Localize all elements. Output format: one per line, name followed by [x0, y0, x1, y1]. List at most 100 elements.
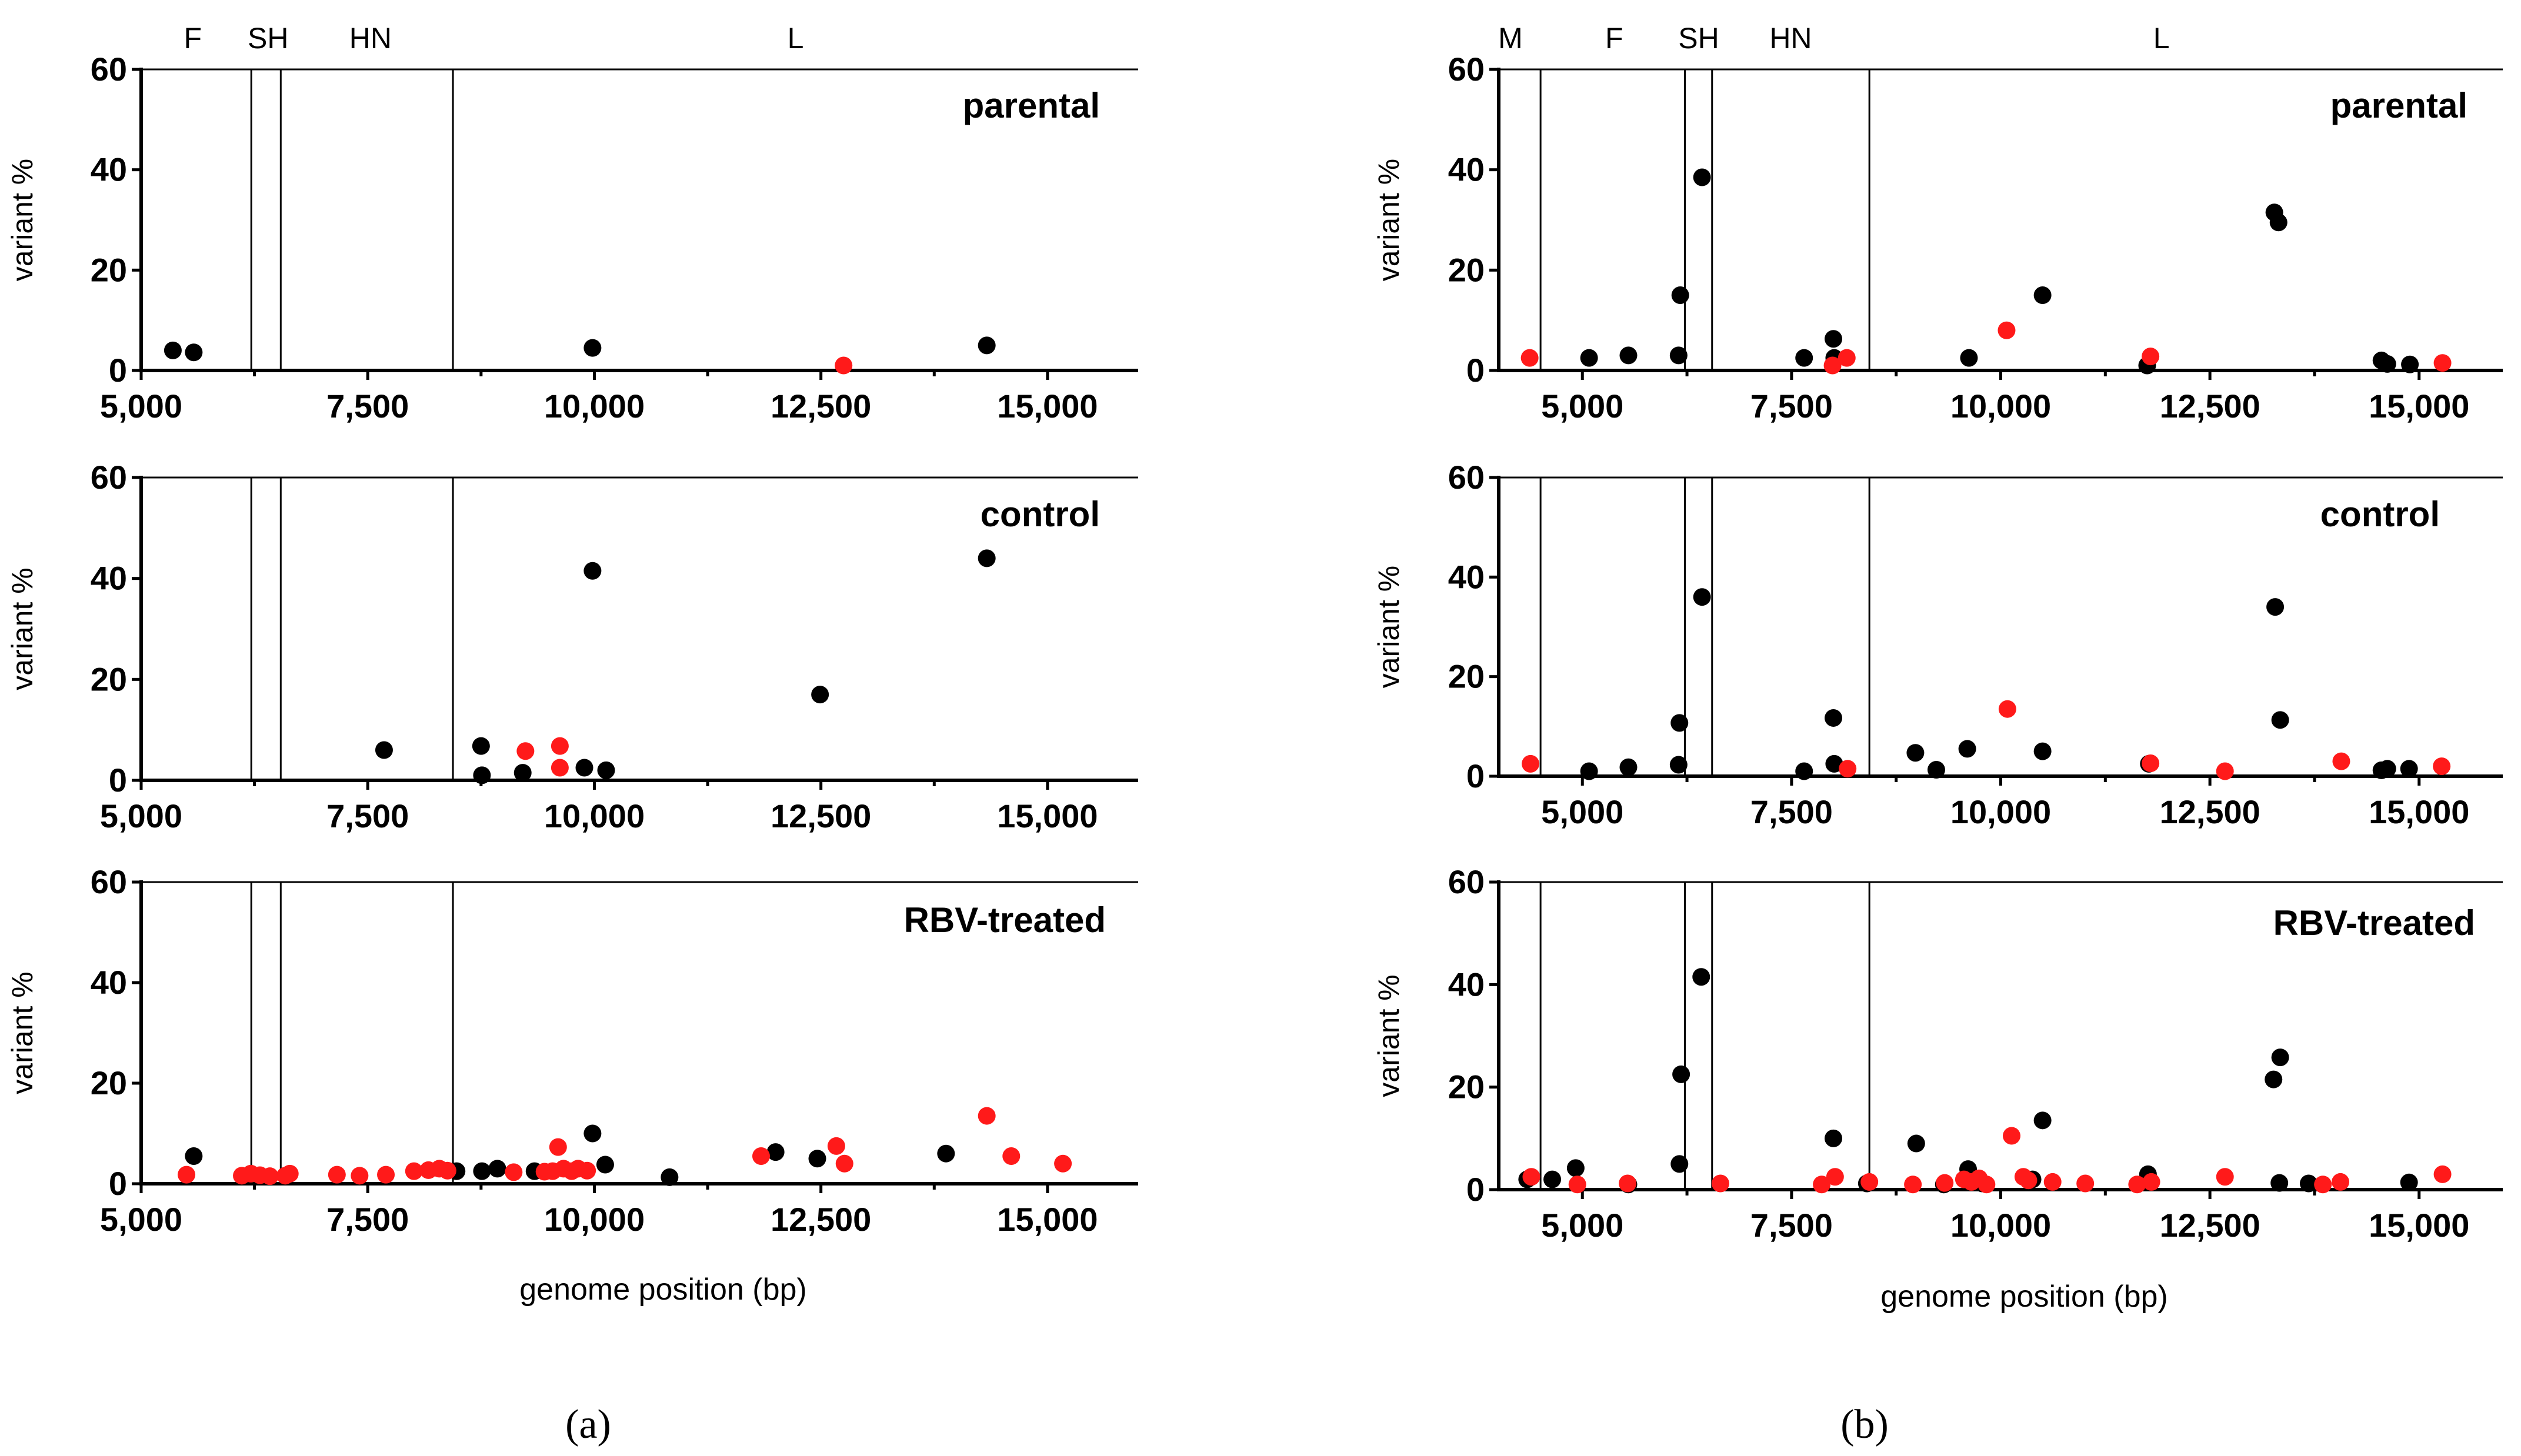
- y-tick-label: 0: [1466, 352, 1485, 389]
- black-variant-point: [2033, 742, 2052, 760]
- y-axis-label: variant %: [6, 159, 39, 281]
- red-variant-point: [505, 1163, 523, 1181]
- black-variant-point: [2271, 1048, 2289, 1067]
- y-axis-label: variant %: [6, 971, 39, 1094]
- y-tick-label: 20: [1448, 658, 1485, 695]
- red-variant-point: [752, 1147, 770, 1165]
- black-variant-point: [597, 761, 615, 779]
- x-tick-label: 12,500: [771, 797, 871, 834]
- x-tick-label: 5,000: [100, 797, 182, 834]
- black-variant-point: [1543, 1170, 1562, 1188]
- chart-a-parental: 0 20 40 60 5,000 7,500 10,000 12,500 15,000 varia…: [6, 22, 1138, 425]
- y-tick-label: 40: [91, 560, 127, 597]
- black-variant-point: [1693, 588, 1711, 606]
- black-variant-point: [2265, 1070, 2283, 1088]
- red-variant-point: [827, 1137, 845, 1155]
- x-tick-label: 10,000: [1950, 1207, 2051, 1244]
- black-variant-point: [583, 1124, 602, 1143]
- y-tick-label: 60: [91, 51, 127, 88]
- red-variant-point: [2142, 348, 2160, 366]
- black-variant-point: [937, 1144, 955, 1163]
- red-variant-point: [2043, 1173, 2062, 1191]
- gene-label-hn: HN: [1769, 22, 1812, 55]
- x-tick-label: 5,000: [100, 1201, 182, 1238]
- black-variant-point: [1669, 756, 1688, 774]
- black-variant-point: [978, 549, 996, 567]
- black-variant-point: [1825, 754, 1843, 773]
- red-variant-point: [438, 1161, 456, 1180]
- y-tick-label: 60: [1448, 51, 1485, 88]
- red-variant-point: [328, 1166, 346, 1184]
- black-variant-point: [2269, 213, 2287, 232]
- red-variant-point: [1813, 1176, 1831, 1194]
- y-tick-label: 20: [91, 251, 127, 288]
- gene-label-l: L: [2153, 22, 2170, 55]
- x-tick-label: 12,500: [2159, 793, 2260, 830]
- black-variant-point: [1619, 758, 1638, 776]
- x-tick-label: 5,000: [100, 388, 182, 425]
- chart-a-control: 0 20 40 60 5,000 7,500 10,000 12,500 15,000 varia…: [6, 459, 1138, 834]
- y-tick-label: 20: [1448, 1068, 1485, 1106]
- red-variant-point: [2076, 1174, 2095, 1193]
- red-variant-point: [2314, 1176, 2332, 1194]
- y-tick-label: 20: [91, 1064, 127, 1101]
- red-variant-point: [516, 742, 535, 760]
- black-variant-point: [1825, 330, 1842, 348]
- y-tick-label: 40: [1448, 558, 1485, 595]
- x-tick-label: 12,500: [2159, 388, 2260, 425]
- red-variant-point: [1998, 700, 2016, 718]
- black-variant-point: [2378, 355, 2396, 373]
- black-variant-point: [808, 1150, 826, 1168]
- black-variant-point: [375, 741, 393, 759]
- red-variant-point: [1522, 754, 1540, 773]
- black-variant-point: [488, 1160, 506, 1178]
- red-variant-point: [835, 356, 853, 375]
- x-tick-label: 10,000: [1950, 388, 2051, 425]
- y-tick-label: 40: [1448, 151, 1485, 188]
- red-variant-point: [551, 737, 569, 755]
- red-variant-point: [1823, 356, 1842, 375]
- black-variant-point: [1580, 762, 1598, 780]
- x-tick-label: 15,000: [2369, 388, 2469, 425]
- red-variant-point: [261, 1167, 279, 1185]
- y-tick-label: 20: [91, 660, 127, 697]
- y-axis-label: variant %: [6, 567, 39, 690]
- y-tick-label: 0: [1466, 1171, 1485, 1208]
- black-variant-point: [2270, 1174, 2289, 1192]
- chart-b-parental: 0 20 40 60 5,000 7,500 10,000 12,500 15,000 varia…: [1372, 22, 2503, 425]
- y-tick-label: 0: [109, 352, 127, 389]
- y-tick-label: 40: [1448, 966, 1485, 1003]
- black-variant-point: [1671, 286, 1689, 304]
- gene-label-f: F: [184, 22, 202, 55]
- condition-title: RBV-treated: [904, 900, 1106, 940]
- black-variant-point: [473, 766, 491, 784]
- black-variant-point: [2400, 1173, 2418, 1191]
- x-tick-label: 7,500: [326, 797, 409, 834]
- black-variant-point: [1670, 1155, 1689, 1173]
- y-axis-label: variant %: [1372, 974, 1405, 1097]
- red-variant-point: [178, 1166, 196, 1184]
- black-variant-point: [472, 737, 490, 755]
- black-variant-point: [473, 1162, 491, 1180]
- red-variant-point: [1522, 1168, 1540, 1186]
- red-variant-point: [405, 1162, 423, 1180]
- x-tick-label: 15,000: [2369, 1207, 2469, 1244]
- black-variant-point: [1693, 168, 1711, 186]
- red-variant-point: [1520, 349, 1539, 367]
- red-variant-point: [2128, 1176, 2146, 1194]
- red-variant-point: [1826, 1168, 1844, 1186]
- black-variant-point: [1907, 1134, 1925, 1153]
- chart-a-rbv: 0 20 40 60 5,000 7,500 10,000 12,500 15,000 varia…: [6, 863, 1138, 1307]
- red-variant-point: [978, 1107, 996, 1125]
- x-tick-label: 10,000: [544, 388, 645, 425]
- black-variant-point: [583, 339, 602, 357]
- black-variant-point: [1795, 762, 1813, 780]
- caption-b: (b): [1840, 1402, 1889, 1447]
- y-tick-label: 60: [91, 459, 127, 496]
- red-variant-point: [2433, 1165, 2452, 1183]
- red-variant-point: [2142, 754, 2160, 772]
- red-variant-point: [281, 1164, 299, 1183]
- y-tick-label: 40: [91, 151, 127, 188]
- x-tick-label: 5,000: [1541, 793, 1623, 830]
- red-variant-point: [551, 759, 569, 777]
